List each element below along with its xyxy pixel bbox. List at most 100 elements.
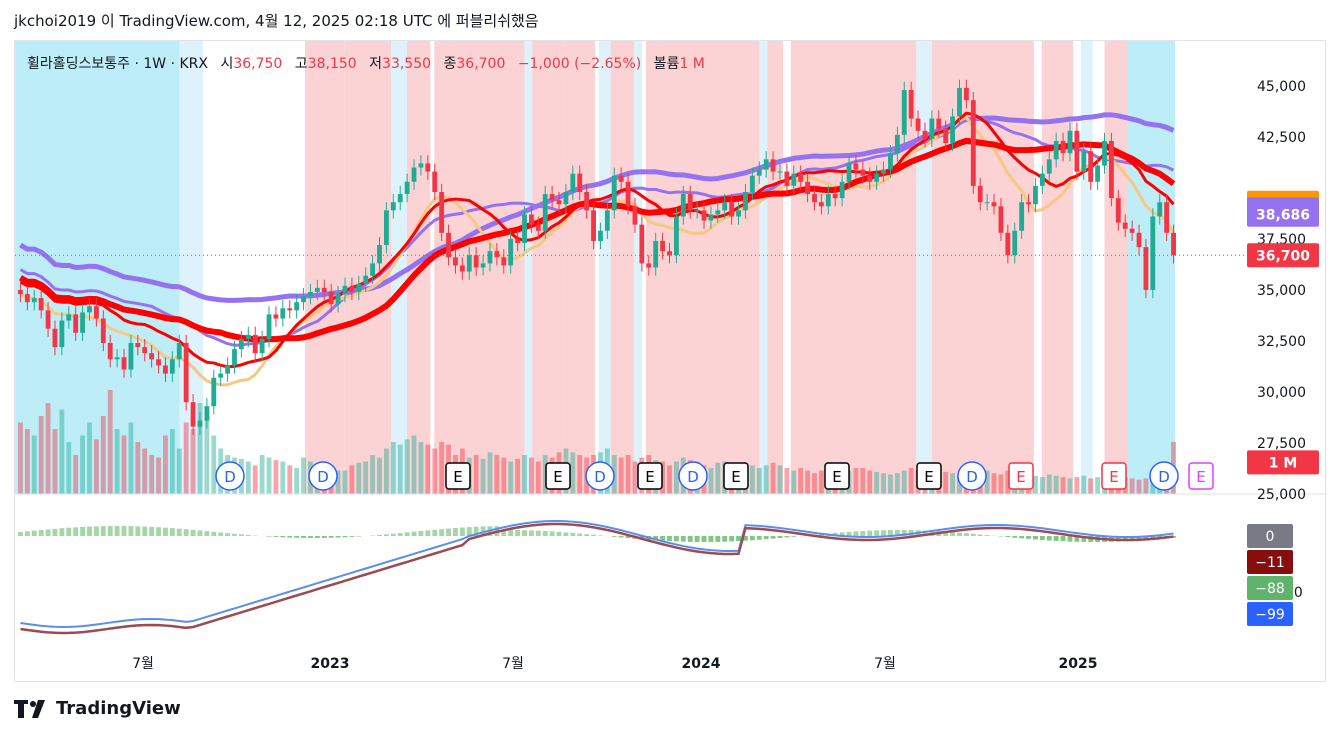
macd-histogram-bar <box>687 536 693 542</box>
candle-body <box>991 202 997 207</box>
background-band <box>524 41 533 494</box>
volume-bar <box>163 435 168 494</box>
candle-body <box>1157 202 1163 217</box>
volume-bar <box>798 468 804 494</box>
candle-body <box>446 232 451 258</box>
macd-histogram-bar <box>922 530 928 536</box>
volume-bar <box>791 470 797 494</box>
candle-body <box>370 263 376 276</box>
macd-histogram-bar <box>853 531 859 536</box>
price-badge-label: 1 M <box>1269 455 1298 471</box>
time-tick-label: 2024 <box>682 656 721 672</box>
event-earnings-marker <box>1101 462 1127 490</box>
candle-body <box>218 373 224 378</box>
macd-histogram-bar <box>818 534 824 536</box>
macd-histogram-bar <box>598 535 603 536</box>
macd-histogram-bar <box>667 536 672 542</box>
background-band <box>634 41 643 494</box>
candle-body <box>321 287 327 292</box>
candle-body <box>404 181 410 195</box>
background-band <box>453 41 525 494</box>
volume-bar <box>149 455 155 494</box>
volume-bar <box>93 439 99 494</box>
candle-body <box>618 175 624 182</box>
volume-bar <box>1053 475 1059 494</box>
symbol-legend: 휠라홀딩스보통주 · 1W · KRX 시36,750 고38,150 저33,… <box>27 53 705 73</box>
candle-body <box>1053 140 1059 160</box>
volume-bar <box>342 470 348 494</box>
candle-body <box>156 359 161 366</box>
volume-bar <box>860 468 866 494</box>
macd-histogram-bar <box>93 526 99 536</box>
volume-bar <box>625 455 631 494</box>
macd-histogram-bar <box>1129 536 1135 541</box>
candle-body <box>1164 202 1170 233</box>
background-band <box>563 41 595 494</box>
macd-histogram-bar <box>777 536 783 539</box>
volume-bar <box>508 461 514 494</box>
volume-bar <box>749 465 755 494</box>
macd-histogram-bar <box>480 526 486 536</box>
candle-body <box>570 173 576 192</box>
volume-bar <box>943 471 949 494</box>
candle-body <box>411 167 417 182</box>
candle-body <box>280 308 286 319</box>
candle-body <box>301 296 306 303</box>
event-marker-label: E <box>553 468 562 486</box>
background-band <box>156 41 180 494</box>
volume-bar <box>439 442 445 494</box>
macd-histogram-bar <box>163 527 168 536</box>
tradingview-logo[interactable]: TradingView <box>14 698 181 719</box>
event-dividend-marker <box>215 461 245 491</box>
candle-body <box>390 202 396 211</box>
macd-histogram-bar <box>314 536 320 538</box>
candle-body <box>874 173 880 182</box>
event-marker-label: D <box>1158 468 1170 486</box>
volume-bar <box>1095 477 1101 494</box>
candle-body <box>66 314 72 321</box>
volume-bar <box>87 422 92 494</box>
candle-body <box>922 130 928 139</box>
legend-low-label: 저 <box>369 56 383 72</box>
macd-histogram-bar <box>52 528 58 536</box>
candle-body <box>163 365 168 374</box>
candle-body <box>80 312 86 333</box>
candle-body <box>722 202 728 211</box>
volume-bar <box>287 465 293 494</box>
candle-body <box>1026 202 1031 205</box>
macd-histogram-bar <box>984 535 990 536</box>
background-band <box>1104 41 1128 494</box>
legend-symbol[interactable]: 휠라홀딩스보통주 · 1W · KRX <box>27 56 208 72</box>
volume-bar <box>59 409 65 494</box>
volume-bar <box>894 473 900 494</box>
macd-badge <box>1247 602 1293 626</box>
volume-bar <box>1129 478 1135 494</box>
macd-histogram-bar <box>570 532 576 536</box>
macd-histogram-bar <box>377 534 382 536</box>
volume-bar <box>1074 477 1080 494</box>
volume-bar <box>397 444 403 494</box>
volume-bar <box>1046 474 1052 494</box>
macd-badge <box>1247 550 1293 574</box>
macd-histogram-bar <box>80 526 86 536</box>
macd-histogram-bar <box>190 529 196 536</box>
candle-body <box>273 314 279 319</box>
candle-body <box>542 194 548 231</box>
candle-body <box>673 216 679 256</box>
volume-bar <box>383 448 389 494</box>
price-tick-label: 45,000 <box>1257 79 1306 95</box>
volume-bar <box>535 461 541 494</box>
candle-body <box>1074 130 1080 172</box>
candle-body <box>38 298 44 311</box>
volume-bar <box>24 429 30 494</box>
candle-body <box>577 173 583 192</box>
candle-body <box>867 175 873 182</box>
volume-bar <box>673 461 679 494</box>
macd-histogram-bar <box>238 534 244 536</box>
volume-bar <box>245 461 251 494</box>
event-earnings-marker <box>1008 462 1034 490</box>
background-band <box>790 41 917 494</box>
candle-body <box>791 173 797 186</box>
